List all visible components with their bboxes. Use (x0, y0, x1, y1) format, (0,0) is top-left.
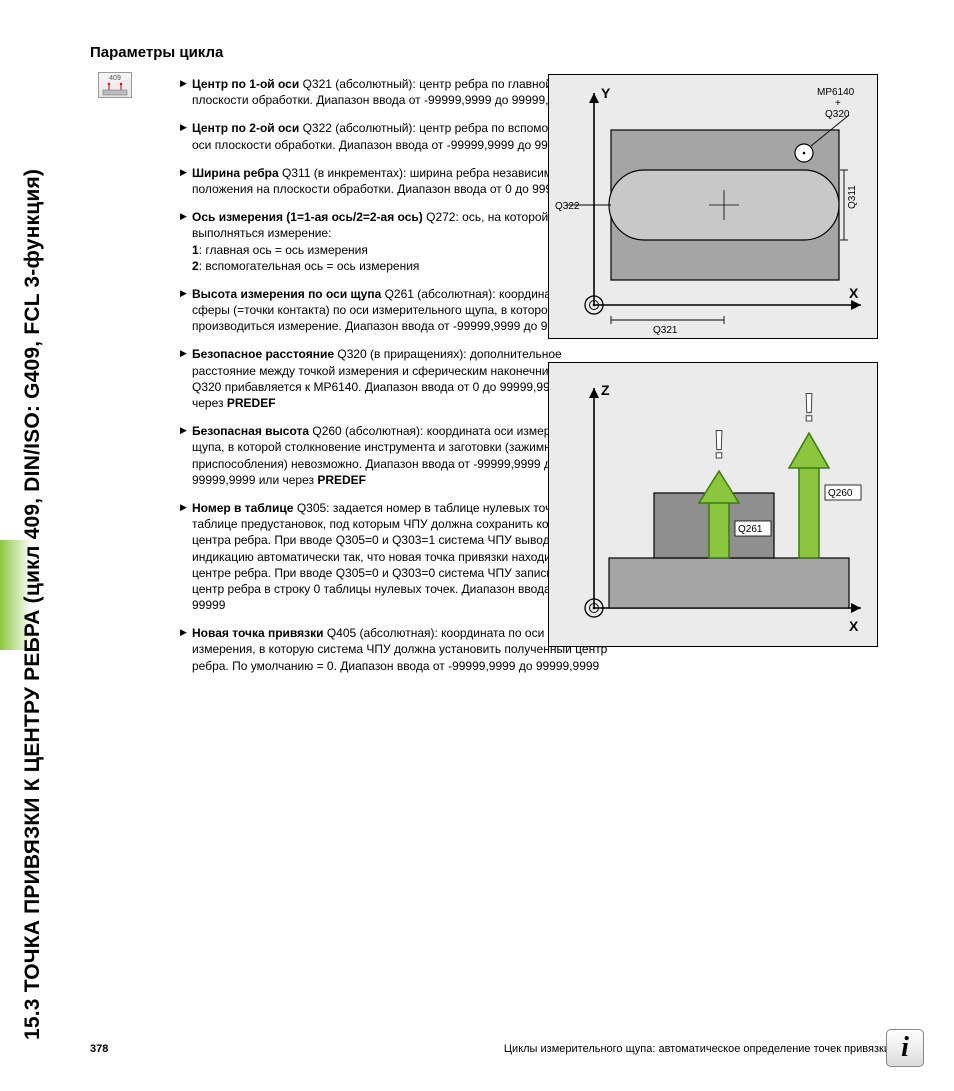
page-number: 378 (90, 1043, 108, 1055)
parameter-list: Центр по 1-ой оси Q321 (абсолютный): цен… (180, 76, 610, 686)
param-bold: Ось измерения (1=1-ая ось/2=2-ая ось) (192, 210, 423, 224)
param-bold: Центр по 1-ой оси (192, 77, 299, 91)
side-chapter-title: 15.3 ТОЧКА ПРИВЯЗКИ К ЦЕНТРУ РЕБРА (цикл… (20, 40, 80, 1040)
param-item-4: Высота измерения по оси щупа Q261 (абсол… (180, 286, 610, 335)
param-bold: Высота измерения по оси щупа (192, 287, 381, 301)
param-line-bold: 1 (192, 243, 199, 257)
diagram-side-view: ! ! Q261 Q260 Z X (548, 362, 878, 647)
param-text: Q305: задается номер в таблице нулевых т… (192, 501, 602, 612)
info-icon: i (886, 1029, 924, 1067)
param-bold: Центр по 2-ой оси (192, 121, 299, 135)
param-line-bold: 2 (192, 259, 199, 273)
d2-bang-2: ! (802, 386, 815, 430)
main-content: Параметры цикла (90, 44, 530, 77)
param-item-5: Безопасное расстояние Q320 (в приращения… (180, 346, 610, 411)
param-bold: Ширина ребра (192, 166, 279, 180)
param-item-2: Ширина ребра Q311 (в инкрементах): ширин… (180, 165, 610, 197)
d2-q260: Q260 (828, 488, 853, 499)
d2-z-label: Z (601, 382, 610, 398)
diagram-top-view: Y X MP6140 + Q320 Q322 Q311 Q321 (548, 74, 878, 339)
d1-q311: Q311 (847, 185, 858, 209)
footer-text: Циклы измерительного щупа: автоматическо… (504, 1043, 890, 1055)
thumb-label: 409 (109, 75, 121, 82)
param-item-3: Ось измерения (1=1-ая ось/2=2-ая ось) Q2… (180, 209, 610, 274)
param-tail-bold: PREDEF (317, 473, 366, 487)
d1-q321: Q321 (653, 325, 678, 336)
param-bold: Безопасное расстояние (192, 347, 334, 361)
d2-x-label: X (849, 618, 859, 634)
d2-arrow-q260 (789, 433, 829, 558)
cycle-thumbnail-icon: 409 (98, 72, 132, 98)
param-item-8: Новая точка привязки Q405 (абсолютная): … (180, 625, 610, 674)
d1-plus: + (835, 98, 841, 109)
param-line-text: : вспомогательная ось = ось измерения (199, 259, 420, 273)
section-heading: Параметры цикла (90, 44, 530, 61)
param-bold: Новая точка привязки (192, 626, 323, 640)
d2-bang-1: ! (712, 423, 725, 467)
param-tail-bold: PREDEF (227, 396, 276, 410)
param-item-6: Безопасная высота Q260 (абсолютная): коо… (180, 423, 610, 488)
d2-q261: Q261 (738, 524, 763, 535)
param-item-7: Номер в таблице Q305: задается номер в т… (180, 500, 610, 613)
param-line-text: : главная ось = ось измерения (199, 243, 368, 257)
info-glyph: i (901, 1032, 909, 1064)
param-bold: Номер в таблице (192, 501, 293, 515)
page-footer: 378 Циклы измерительного щупа: автоматич… (90, 1043, 890, 1055)
param-item-1: Центр по 2-ой оси Q322 (абсолютный): цен… (180, 120, 610, 152)
param-bold: Безопасная высота (192, 424, 309, 438)
d1-mp-label: MP6140 (817, 87, 855, 98)
d1-q322: Q322 (555, 201, 580, 212)
d1-q320: Q320 (825, 109, 850, 120)
d1-x-label: X (849, 285, 859, 301)
param-item-0: Центр по 1-ой оси Q321 (абсолютный): цен… (180, 76, 610, 108)
d1-y-label: Y (601, 85, 611, 101)
